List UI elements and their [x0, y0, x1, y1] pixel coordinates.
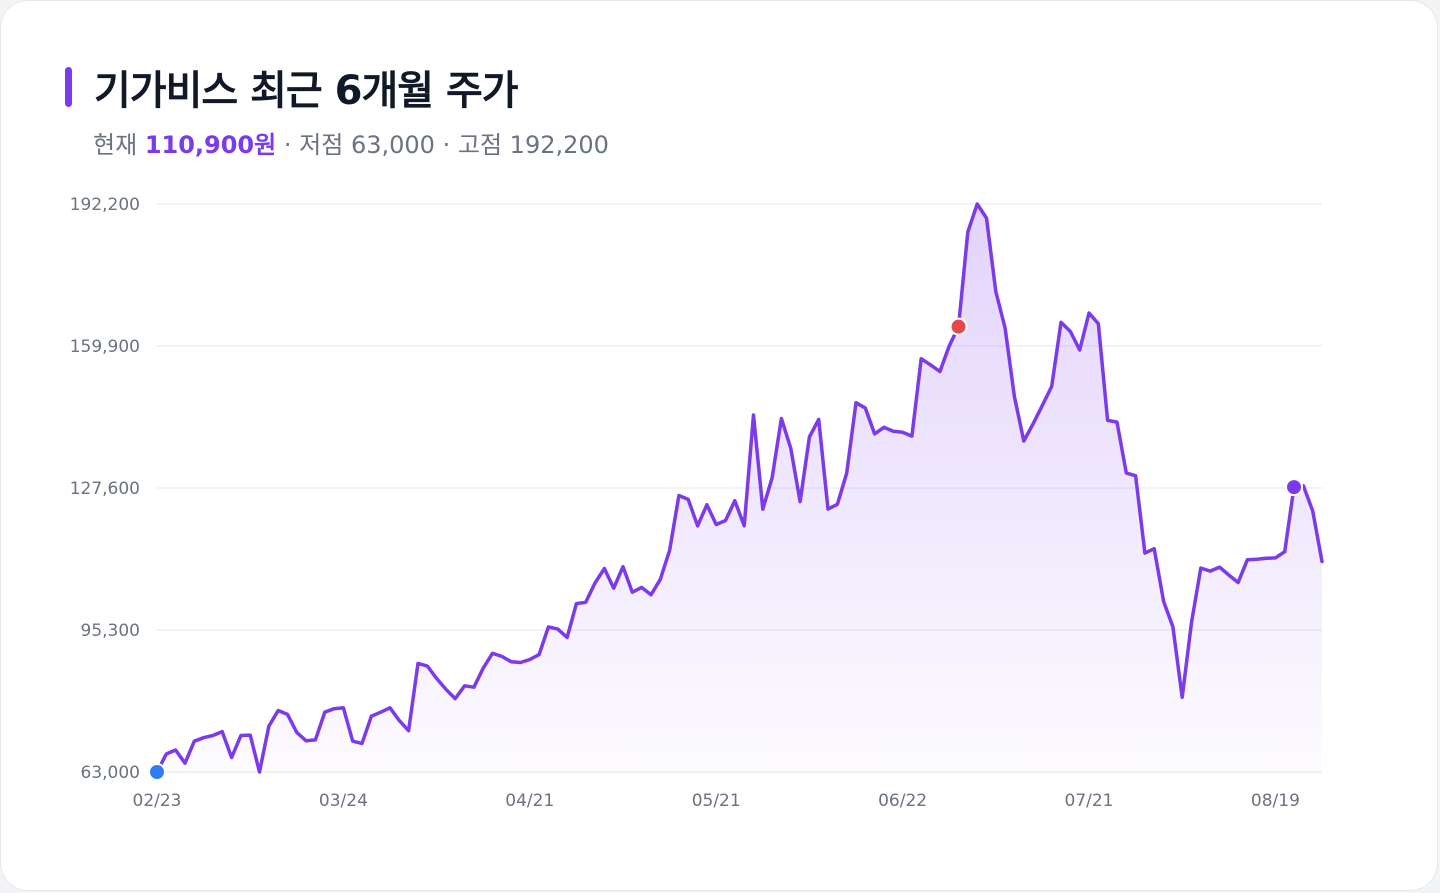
y-tick-label: 192,200: [70, 195, 140, 215]
high-value: 192,200: [509, 131, 609, 159]
series-line: [155, 202, 1324, 774]
separator: ·: [283, 131, 292, 159]
y-tick-label: 127,600: [70, 479, 140, 499]
x-tick-label: 04/21: [505, 791, 554, 811]
x-tick-label: 02/23: [133, 791, 182, 811]
x-tick-label: 08/19: [1251, 791, 1300, 811]
title-accent-bar: [65, 67, 72, 107]
x-tick-label: 05/21: [692, 791, 741, 811]
price-summary: 현재 110,900원 · 저점 63,000 · 고점 192,200: [93, 125, 609, 160]
high-label: 고점: [457, 131, 503, 159]
y-tick-label: 63,000: [81, 763, 140, 783]
separator: ·: [442, 131, 451, 159]
low-label: 저점: [299, 131, 344, 159]
high-point-marker: [949, 317, 968, 336]
y-tick-label: 95,300: [81, 621, 140, 641]
y-tick-label: 159,900: [70, 337, 140, 357]
current-value: 110,900원: [144, 131, 277, 159]
title-row: 기가비스 최근 6개월 주가: [65, 63, 519, 114]
x-tick-label: 07/21: [1065, 791, 1114, 811]
low-point-marker: [148, 763, 166, 781]
low-value: 63,000: [350, 131, 435, 159]
series-area: [157, 204, 1322, 772]
x-tick-label: 03/24: [319, 791, 368, 811]
x-tick-label: 06/22: [878, 791, 927, 811]
current-label: 현재: [93, 131, 138, 159]
chart-title: 기가비스 최근 6개월 주가: [94, 68, 519, 114]
last-point-marker: [1285, 478, 1304, 497]
